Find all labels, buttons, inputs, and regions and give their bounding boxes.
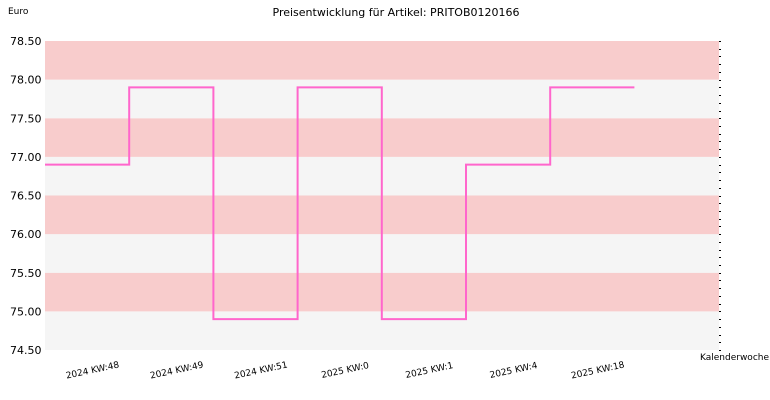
y-tick-label: 78.50: [10, 35, 42, 48]
y-tick-label: 75.00: [10, 305, 42, 318]
y-tick-label: 76.50: [10, 190, 42, 203]
x-tick-labels: 2024 KW:48 2024 KW:49 2024 KW:51 2025 KW:0 2…: [65, 360, 626, 381]
x-tick-label: 2024 KW:48: [65, 360, 120, 381]
x-tick-label: 2025 KW:4: [489, 361, 539, 381]
chart-title: Preisentwicklung für Artikel: PRITOB0120…: [273, 6, 520, 19]
y-tick-label: 75.50: [10, 267, 42, 280]
x-tick-label: 2025 KW:1: [405, 361, 455, 381]
x-tick-label: 2025 KW:0: [321, 361, 371, 381]
y-tick-label: 76.00: [10, 228, 42, 241]
x-tick-label: 2024 KW:51: [234, 361, 289, 382]
x-tick-label: 2024 KW:49: [149, 360, 204, 381]
background-band: [45, 41, 719, 80]
y-tick-label: 78.00: [10, 74, 42, 87]
right-axis-ticks: [719, 41, 721, 351]
y-tick-labels: 74.50 75.00 75.50 76.00 76.50 77.00 77.50 78.00…: [10, 35, 42, 357]
y-axis-label: Euro: [8, 7, 29, 17]
x-axis-label: Kalenderwoche: [700, 353, 769, 363]
y-tick-label: 77.00: [10, 151, 42, 164]
x-tick-label: 2025 KW:18: [570, 360, 625, 381]
y-tick-label: 74.50: [10, 344, 42, 357]
y-tick-label: 77.50: [10, 112, 42, 125]
price-series-line: [45, 86, 635, 321]
